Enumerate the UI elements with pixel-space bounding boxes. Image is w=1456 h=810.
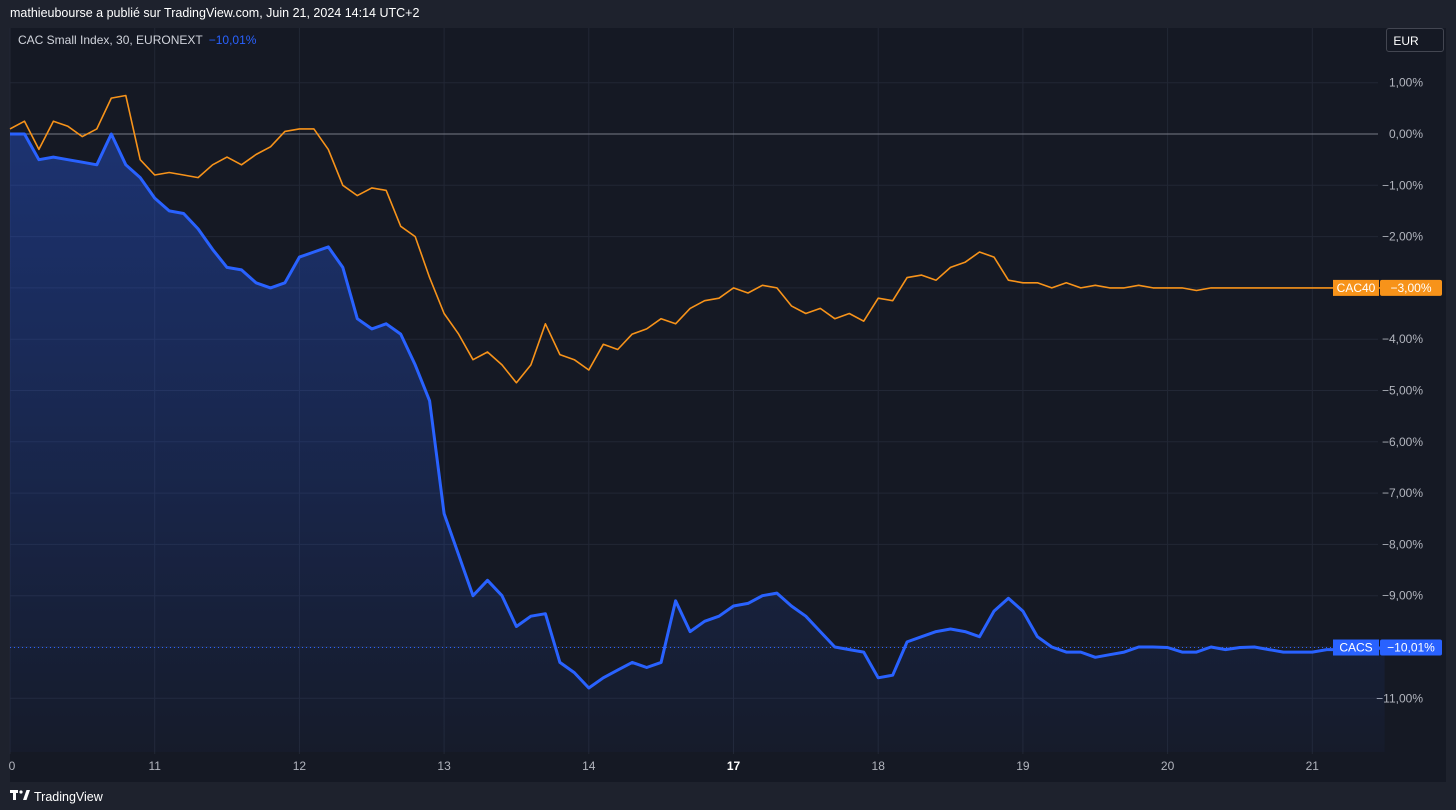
y-tick-label: −2,00% — [1382, 230, 1423, 244]
published-by-text: mathieubourse a publié sur TradingView.c… — [10, 6, 420, 20]
y-tick-label: −11,00% — [1376, 691, 1423, 705]
cacs-tag-name: CACS — [1339, 641, 1372, 655]
x-tick-label: 19 — [1016, 759, 1030, 773]
y-tick-label: −1,00% — [1382, 178, 1423, 192]
x-tick-label: 20 — [1161, 759, 1175, 773]
x-tick-label: 11 — [148, 759, 161, 773]
legend-change: −10,01% — [208, 33, 257, 47]
x-tick-label: 21 — [1306, 759, 1320, 773]
y-tick-label: −6,00% — [1382, 435, 1423, 449]
cac40-tag-value: −3,00% — [1390, 281, 1431, 295]
cacs-area-fill — [10, 134, 1385, 752]
x-tick-label: 18 — [872, 759, 886, 773]
series-legend: CAC Small Index, 30, EURONEXT −10,01% — [18, 33, 256, 47]
x-tick-label: 12 — [293, 759, 307, 773]
legend-symbol: CAC Small Index, 30, EURONEXT — [18, 33, 203, 47]
cacs-tag-value: −10,01% — [1387, 641, 1435, 655]
y-tick-label: −4,00% — [1382, 332, 1423, 346]
tradingview-logo[interactable]: TradingView — [10, 789, 103, 804]
cac40-tag-name: CAC40 — [1337, 281, 1376, 295]
cac40-tag-value-bg — [1380, 279, 1442, 296]
cacs-tag-name-bg — [1333, 639, 1379, 656]
x-tick-label: 14 — [582, 759, 596, 773]
footer-bar: TradingView — [0, 782, 1456, 810]
x-tick-label: 17 — [727, 759, 741, 773]
publish-header: mathieubourse a publié sur TradingView.c… — [0, 0, 1456, 28]
cacs-tag-value-bg — [1380, 639, 1442, 656]
y-tick-label: −8,00% — [1382, 537, 1423, 551]
currency-button[interactable]: EUR — [1386, 28, 1444, 52]
y-tick-label: −5,00% — [1382, 384, 1423, 398]
cac40-line — [9, 94, 1385, 384]
cac40-tag: CAC40 −3,00% — [1333, 279, 1442, 296]
cac40-tag-name-bg — [1333, 279, 1379, 296]
tradingview-logo-icon — [10, 789, 30, 804]
y-tick-label: 1,00% — [1389, 76, 1423, 90]
cacs-tag: CACS −10,01% — [1333, 639, 1442, 656]
x-tick-label: 13 — [437, 759, 451, 773]
x-tick-label: 0 — [9, 759, 16, 773]
y-tick-label: 0,00% — [1389, 127, 1423, 141]
cacs-line — [10, 132, 1385, 690]
tradingview-brand: TradingView — [34, 789, 103, 804]
y-tick-label: −7,00% — [1382, 486, 1423, 500]
y-tick-label: −9,00% — [1382, 589, 1423, 603]
